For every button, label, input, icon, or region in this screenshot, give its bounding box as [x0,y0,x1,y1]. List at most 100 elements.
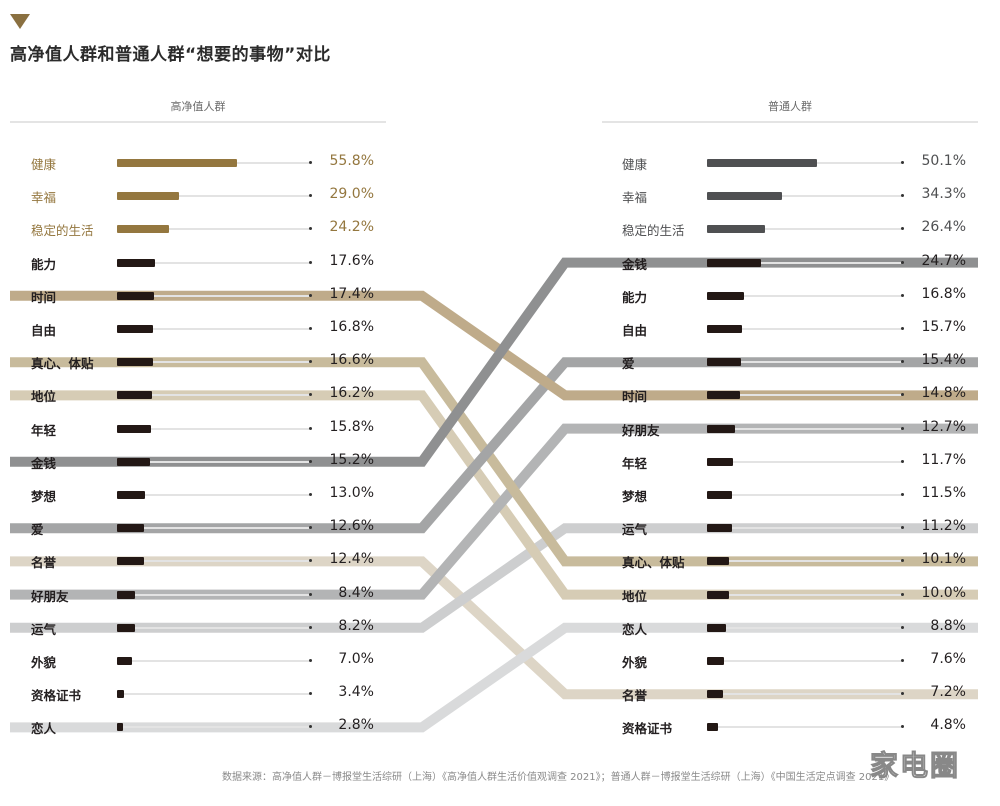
value-bar [707,723,718,732]
connector-1 [10,622,978,733]
value-bar [707,524,732,533]
value-label: 17.4% [329,285,374,302]
track-end-dot-icon [901,459,904,463]
value-label: 4.8% [930,717,966,734]
left-bar-row: 时间 17.4% [31,286,374,306]
bar-track [707,228,901,231]
track-end-dot-icon [309,625,312,629]
track-end-dot-icon [901,327,904,330]
bar-track [707,328,901,330]
right-bar-row: 真心、体贴 10.1% [622,551,966,571]
left-group-title: 高净值人群 [170,100,226,113]
value-label: 50.1% [921,153,966,169]
value-bar [117,657,133,665]
category-label: 地位 [31,389,57,405]
right-bar-row: 自由 15.7% [622,319,966,339]
category-label: 运气 [31,621,57,637]
value-bar [117,291,155,300]
track-end-dot-icon [309,659,312,662]
left-bar-row: 资格证书 3.4% [31,684,374,704]
track-end-dot-icon [309,194,312,198]
category-label: 好朋友 [622,422,660,438]
track-end-dot-icon [901,625,904,629]
value-bar [117,623,135,632]
track-end-dot-icon [309,592,312,596]
value-label: 11.5% [921,485,966,501]
bar-track [117,626,309,629]
bar-track [707,726,901,729]
track-end-dot-icon [901,692,904,696]
value-bar [117,457,150,466]
connector-7 [10,290,978,401]
watermark: 家电圈 [869,749,961,783]
left-bar-row: 健康 55.8% [31,153,374,173]
category-label: 资格证书 [622,721,673,737]
left-bar-row: 能力 17.6% [31,253,374,273]
track-end-dot-icon [309,260,312,264]
bar-track [707,660,901,662]
category-label: 金钱 [31,455,57,471]
bar-track [707,195,901,198]
bar-track [117,427,309,430]
chart-title: 高净值人群和普通人群“想要的事物”对比 [10,45,331,65]
value-label: 24.2% [329,219,374,236]
left-bar-row: 恋人 2.8% [31,717,374,737]
left-bar-row: 运气 8.2% [31,618,374,638]
right-bar-row: 稳定的生活 26.4% [622,219,966,239]
bar-track [117,195,309,198]
value-label: 15.8% [329,418,374,435]
value-bar [707,325,742,333]
left-bar-row: 稳定的生活 24.2% [31,219,374,239]
track-end-dot-icon [901,194,904,198]
value-label: 15.4% [921,352,966,369]
right-bar-row: 地位 10.0% [622,585,966,605]
category-label: 稳定的生活 [622,223,685,239]
track-end-dot-icon [309,161,312,164]
track-end-dot-icon [901,293,904,297]
category-label: 时间 [622,389,648,405]
value-bar [707,358,741,367]
value-bar [117,424,151,433]
track-end-dot-icon [309,692,312,696]
value-bar [707,192,783,201]
left-bar-row: 地位 16.2% [31,385,374,405]
category-label: 爱 [31,522,44,538]
bar-track [707,560,901,563]
bar-track [117,460,309,463]
bar-track [707,361,901,364]
bar-track [707,294,901,297]
track-end-dot-icon [309,360,312,364]
bar-track [707,394,901,397]
value-bar [707,225,766,234]
value-bar [707,457,733,466]
track-end-dot-icon [901,227,904,231]
value-bar [117,358,153,367]
right-bar-row: 好朋友 12.7% [622,419,966,439]
value-label: 12.4% [329,551,374,568]
right-bar-row: 恋人 8.8% [622,618,966,638]
value-bar [117,491,145,499]
left-bar-row: 爱 12.6% [31,518,374,538]
value-bar [707,391,740,400]
source-note: 数据来源：高净值人群－博报堂生活综研（上海）《高净值人群生活价值观调查 2021… [222,772,895,783]
left-bar-row: 外貌 7.0% [31,651,374,671]
track-end-dot-icon [309,393,312,397]
value-bar [117,723,124,732]
bar-track [117,660,309,662]
bar-track [117,693,309,696]
category-label: 幸福 [31,190,57,206]
category-label: 恋人 [622,621,648,637]
value-label: 2.8% [338,717,374,734]
value-label: 16.6% [329,352,374,369]
value-label: 15.2% [329,451,374,468]
value-label: 8.8% [930,617,966,634]
bar-track [707,626,901,629]
category-label: 健康 [31,157,57,172]
track-end-dot-icon [309,227,312,231]
category-label: 稳定的生活 [31,223,94,239]
right-bar-row: 外貌 7.6% [622,651,966,671]
category-label: 年轻 [622,455,648,471]
value-bar [117,590,136,599]
value-label: 10.1% [921,551,966,568]
value-label: 7.0% [338,651,374,667]
